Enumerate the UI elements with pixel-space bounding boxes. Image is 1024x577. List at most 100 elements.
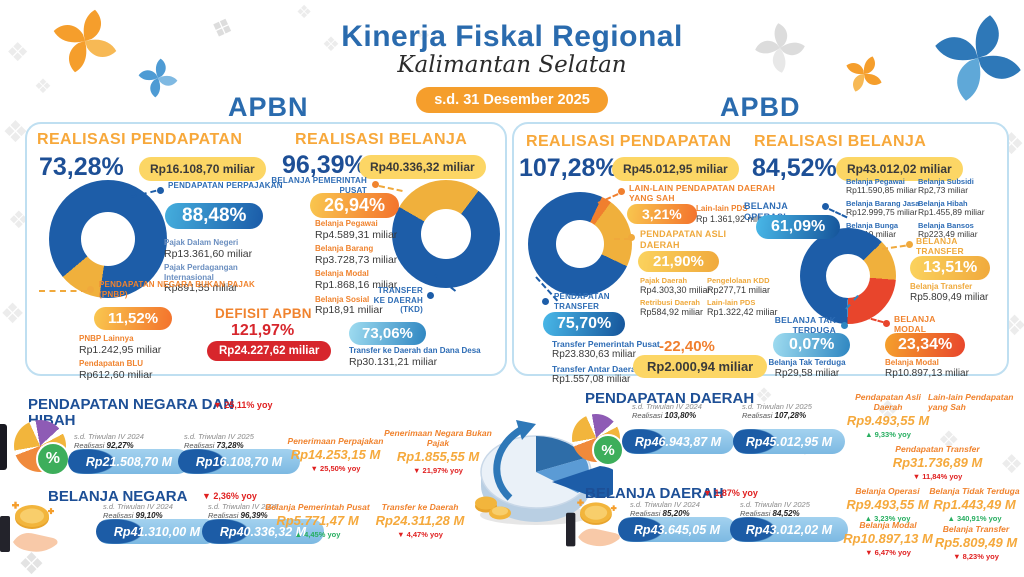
apbd-panel: REALISASI PENDAPATAN 107,28% Rp45.012,95…	[512, 122, 1009, 385]
apbn-perpajakan-pct-pill: 88,48%	[165, 203, 264, 229]
detail-amount: Rp9.493,55 M	[846, 497, 929, 513]
apbd-section-label: APBD	[720, 92, 801, 122]
pnh-2024-amount-pill: Rp21.508,70 M	[68, 449, 190, 474]
realisasi-label: Realisasi	[740, 509, 771, 518]
detail-yoy: ▼ 11,84% yoy	[912, 472, 963, 482]
realisasi-pct: 73,28%	[216, 441, 244, 450]
apbn-belanja-header: REALISASI BELANJA	[295, 131, 468, 148]
apbd-pendapatan-pct: 107,28%	[519, 154, 618, 182]
batik-motif: ❖	[34, 74, 52, 98]
apbn-tkd-pct-pill: 73,06%	[349, 322, 426, 345]
apbn-pendapatan-donut	[49, 180, 167, 298]
detail-yoy: ▲ 3,23% yoy	[864, 514, 911, 524]
apbn-belanja-amount: Rp40.336,32 miliar	[359, 155, 486, 179]
pie-percent-icon: %	[14, 420, 70, 476]
apbd-lain2-pct-pill: 3,21%	[627, 204, 697, 224]
detail-amount: Rp1.443,49 M	[933, 497, 1016, 513]
item-label: Belanja Barang	[315, 244, 374, 254]
item-label: Belanja Hibah	[918, 198, 968, 208]
flower-ornament-orange	[53, 9, 117, 73]
realisasi-label: Realisasi	[632, 411, 663, 420]
item-label: Belanja Bunga	[846, 220, 899, 230]
pnh-detail-pnbp: Penerimaan Negara Bukan Pajak Rp1.855,55…	[383, 428, 493, 475]
pd-2024-group: s.d. Triwulan IV 2024 Realisasi 103,80%	[632, 402, 702, 420]
realisasi-pct: 84,52%	[772, 509, 800, 518]
bd-detail-modal: Belanja Modal Rp10.897,13 M ▼ 6,47% yoy	[838, 520, 938, 557]
period-label: s.d. Triwulan IV 2025	[184, 432, 254, 441]
item-label: Lain-lain PDS	[696, 204, 748, 213]
detail-yoy: ▲ 4,45% yoy	[294, 530, 341, 540]
summary-pnh-title: PENDAPATAN NEGARA DAN HIBAH	[28, 396, 235, 430]
apbn-pnbp-label: PENDAPATAN NEGARA BUKAN PAJAK (PNBP)	[99, 280, 256, 299]
detail-yoy: ▲ 9,33% yoy	[865, 430, 911, 440]
apbd-operasi-pct-pill: 61,09%	[756, 215, 841, 239]
connector-line	[378, 185, 403, 192]
pd-2025-amount-pill: Rp45.012,95 M	[733, 429, 845, 454]
pd-detail-transfer: Pendapatan Transfer Rp31.736,89 M ▼ 11,8…	[875, 444, 1000, 481]
batik-motif: ❖	[1000, 450, 1024, 480]
batik-motif: ❖	[18, 547, 45, 577]
period-badge-row: s.d. 31 Desember 2025	[0, 87, 1024, 113]
bn-detail-tkd: Transfer ke Daerah Rp24.311,28 M ▼ 4,47%…	[365, 502, 475, 539]
batik-motif: ❖	[296, 2, 313, 23]
item-label: Lain-lain PDS	[707, 298, 756, 308]
period-badge: s.d. 31 Desember 2025	[416, 87, 608, 113]
item-label: Belanja Sosial	[315, 294, 370, 304]
pnh-2025-amount-pill: Rp16.108,70 M	[178, 449, 300, 474]
period-label: s.d. Triwulan IV 2025	[740, 500, 810, 509]
apbd-btransfer-pct-pill: 13,51%	[910, 256, 991, 280]
detail-yoy: ▼ 6,47% yoy	[865, 548, 911, 558]
item-label: Retribusi Daerah	[640, 298, 701, 308]
apbn-tkd-label: TRANSFER KE DAERAH (TKD)	[373, 286, 423, 315]
bd-detail-transfer: Belanja Transfer Rp5.809,49 M ▼ 8,23% yo…	[928, 524, 1024, 561]
period-label: s.d. Triwulan IV 2024	[632, 402, 702, 411]
apbd-ptransfer-pct-pill: 75,70%	[543, 312, 626, 336]
item-value: Rp1.868,16 miliar	[315, 278, 398, 291]
item-value: Rp30.131,21 miliar	[349, 355, 438, 368]
item-label: Belanja Bansos	[918, 220, 974, 230]
detail-yoy: ▼ 4,47% yoy	[397, 530, 443, 540]
item-label: Transfer Pemerintah Pusat	[552, 339, 660, 349]
summary-bn-yoy: ▼ 2,36% yoy	[202, 491, 257, 501]
apbn-perpajakan-items: Pajak Dalam Negeri Rp13.361,60 miliar Pa…	[164, 238, 314, 298]
detail-label: Belanja Tidak Terduga	[929, 486, 1020, 496]
realisasi-label: Realisasi	[103, 511, 134, 520]
batik-motif: ❖	[876, 396, 900, 426]
flower-ornament-orange-small	[846, 56, 882, 92]
item-value: Rp891,55 miliar	[164, 282, 238, 295]
connector-dot	[87, 286, 94, 293]
detail-amount: Rp9.493,55 M	[846, 413, 930, 429]
apbd-surplus-pct: -22,40%	[659, 338, 715, 355]
item-label: Pajak Dalam Negeri	[164, 238, 239, 247]
bn-2025-group: s.d. Triwulan IV 2025 Realisasi 96,39%	[208, 502, 278, 520]
bd-detail-tak-terduga: Belanja Tidak Terduga Rp1.443,49 M ▲ 340…	[925, 486, 1024, 523]
period-label: s.d. Triwulan IV 2025	[208, 502, 278, 511]
realisasi-label: Realisasi	[630, 509, 661, 518]
realisasi-pct: 99,10%	[135, 511, 163, 520]
item-value: Rp23.830,63 miliar	[552, 349, 636, 361]
item-value: Rp1.242,95 miliar	[79, 343, 162, 356]
detail-amount: Rp5.771,47 M	[276, 513, 359, 529]
item-label: Pengelolaan KDD	[707, 276, 770, 285]
item-value: Rp2,73 miliar	[918, 185, 969, 195]
connector-line	[614, 238, 630, 240]
detail-label: Pendapatan Transfer	[895, 444, 980, 454]
detail-yoy: ▼ 25,50% yoy	[310, 464, 361, 474]
summary-bd-title: BELANJA DAERAH	[585, 485, 724, 502]
detail-label: Pendapatan Asli Daerah	[855, 392, 921, 413]
connector-dot	[841, 322, 848, 329]
item-value: Rp223,49 miliar	[918, 228, 978, 239]
hand-coin-icon	[0, 501, 58, 552]
item-value: Rp18,91 miliar	[315, 304, 383, 317]
detail-label: Penerimaan Perpajakan	[287, 436, 384, 446]
detail-yoy: ▲ 340,91% yoy	[947, 514, 1002, 524]
apbd-lain2-item: Lain-lain PDS Rp 1.361,92 miliar	[696, 204, 791, 227]
apbd-operasi-items-col2: Belanja Subsidi Rp2,73 miliar Belanja Hi…	[918, 177, 1004, 242]
item-label: Transfer ke Daerah dan Dana Desa	[349, 346, 481, 355]
item-value: Rp3.728,73 miliar	[315, 253, 398, 266]
item-label: Belanja Barang Jasa	[846, 198, 920, 208]
bd-detail-operasi: Belanja Operasi Rp9.493,55 M ▲ 3,23% yoy	[840, 486, 935, 523]
detail-label: Belanja Pemerintah Pusat	[265, 502, 370, 512]
detail-label: Belanja Operasi	[855, 486, 920, 496]
item-value: Rp584,92 miliar	[640, 307, 704, 318]
